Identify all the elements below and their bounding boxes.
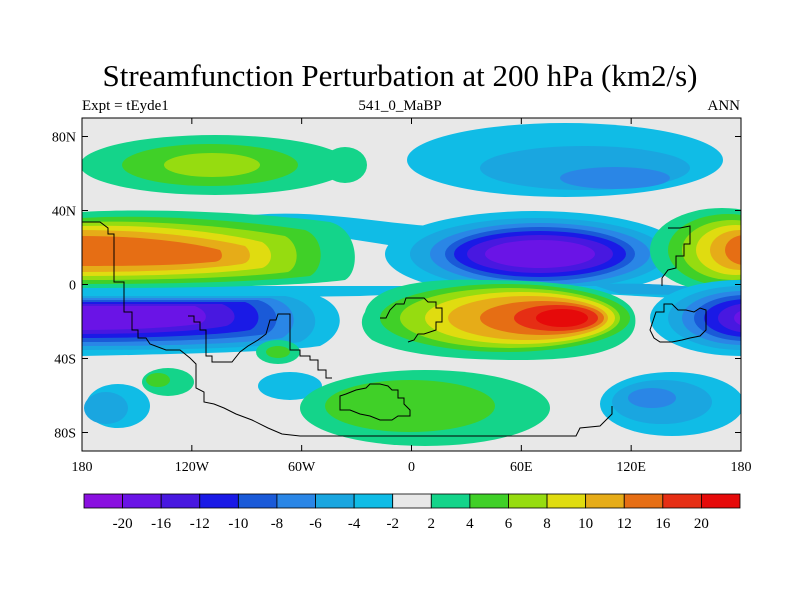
coastline-south-america [188, 313, 332, 379]
contour-field [82, 118, 741, 451]
colorbar-label: 16 [655, 516, 671, 532]
contour-cell-north-eurasia-negative [407, 123, 723, 197]
contour-cell-indian-positive [361, 279, 636, 360]
colorbar-label: 4 [466, 516, 474, 532]
lat-tick-label: 80S [54, 427, 76, 442]
colorbar-swatch [392, 493, 432, 509]
colorbar-swatch [585, 493, 625, 509]
colorbar-label: -20 [113, 516, 133, 532]
colorbar-swatch [199, 493, 239, 509]
lon-tick-label: 60E [510, 460, 533, 475]
colorbar-label: 20 [694, 516, 709, 532]
contour-cell-asia-negative [385, 211, 685, 297]
lon-tick-label: 180 [72, 460, 93, 475]
lon-tick-label: 60W [288, 460, 316, 475]
lon-axis: 180 120W 60W 0 60E 120E 180 [72, 118, 752, 475]
lat-axis: 80N 40N 0 40S 80S [52, 131, 741, 442]
contour-cell-south-pacific-negative-east [650, 280, 741, 356]
colorbar-swatch [623, 493, 664, 509]
colorbar: -20 -16 -12 -10 -8 -6 -4 -2 2 4 6 8 10 12 16 20 [83, 493, 741, 532]
colorbar-label: -16 [151, 516, 171, 532]
lat-tick-label: 0 [69, 279, 76, 294]
coastline-africa [380, 297, 443, 343]
colorbar-swatch [315, 493, 355, 509]
contour-cell-south-east-negative [600, 372, 741, 436]
coastline-outlines [82, 221, 707, 437]
contour-cell-south-pacific-negative [82, 292, 340, 356]
colorbar-swatch [508, 493, 548, 509]
experiment-label: Expt = tEyde1 [82, 98, 169, 114]
plot-title: Streamfunction Perturbation at 200 hPa (… [102, 58, 698, 93]
lat-tick-label: 40S [54, 353, 76, 368]
colorbar-swatch [276, 493, 316, 509]
colorbar-label: -4 [348, 516, 361, 532]
lon-tick-label: 0 [408, 460, 415, 475]
contour-cell-south-atlantic-positive [300, 370, 550, 446]
colorbar-swatch [353, 493, 394, 509]
lon-tick-label: 180 [731, 460, 752, 475]
colorbar-label: 12 [617, 516, 632, 532]
colorbar-label: -6 [309, 516, 322, 532]
colorbar-label: -2 [386, 516, 399, 532]
colorbar-swatch [237, 493, 278, 509]
coastline-australia [649, 303, 707, 343]
colorbar-swatch [469, 493, 509, 509]
colorbar-label: 6 [505, 516, 513, 532]
colorbar-label: -12 [190, 516, 210, 532]
colorbar-swatch [122, 493, 162, 509]
coastline-antarctic-fragment [339, 383, 411, 421]
colorbar-swatch [83, 493, 123, 509]
contour-small-features [84, 340, 322, 428]
contour-cell-north-pacific-positive [82, 135, 367, 195]
colorbar-label: 10 [578, 516, 593, 532]
colorbar-swatch [546, 493, 587, 509]
colorbar-label: 8 [543, 516, 551, 532]
contour-cell-pacific-positive [82, 210, 355, 288]
lon-tick-label: 120W [175, 460, 210, 475]
coastline-east-pacific [661, 225, 691, 286]
colorbar-label: -8 [271, 516, 284, 532]
lat-tick-label: 80N [52, 131, 76, 146]
colorbar-label: -10 [228, 516, 248, 532]
colorbar-label: 2 [428, 516, 436, 532]
coastline-americas [82, 221, 613, 437]
colorbar-swatch [701, 493, 741, 509]
contour-cell-pacific-positive-east [650, 208, 741, 292]
case-label: 541_0_MaBP [358, 98, 442, 114]
season-label: ANN [707, 98, 741, 114]
colorbar-swatch [430, 493, 471, 509]
lat-tick-label: 40N [52, 205, 76, 220]
lon-tick-label: 120E [616, 460, 646, 475]
colorbar-swatch [662, 493, 702, 509]
colorbar-swatch [160, 493, 201, 509]
